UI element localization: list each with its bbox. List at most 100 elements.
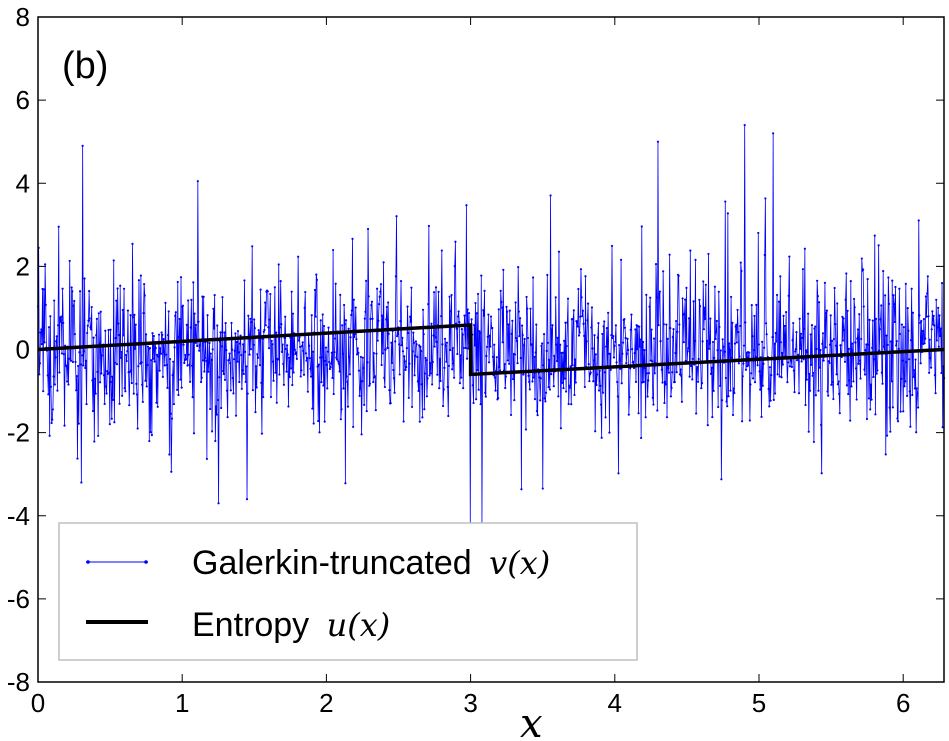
- galerkin-point: [718, 384, 722, 388]
- galerkin-point: [734, 325, 737, 328]
- galerkin-point: [325, 363, 328, 366]
- galerkin-point: [783, 324, 786, 328]
- galerkin-point: [520, 324, 524, 327]
- legend-box: [58, 522, 638, 661]
- galerkin-point: [119, 284, 122, 287]
- galerkin-point: [302, 373, 306, 376]
- galerkin-point: [238, 342, 242, 345]
- galerkin-point: [432, 291, 436, 294]
- galerkin-point: [475, 398, 478, 401]
- galerkin-point: [674, 351, 677, 355]
- galerkin-point: [831, 381, 834, 384]
- galerkin-point: [931, 310, 934, 313]
- galerkin-point: [42, 288, 45, 291]
- galerkin-point: [623, 318, 626, 321]
- galerkin-point: [880, 304, 883, 307]
- galerkin-point: [832, 337, 836, 341]
- galerkin-point: [214, 405, 218, 408]
- galerkin-point: [880, 371, 883, 374]
- galerkin-point: [928, 338, 931, 341]
- galerkin-point: [84, 366, 87, 370]
- galerkin-point: [756, 364, 759, 367]
- galerkin-point: [342, 387, 345, 390]
- galerkin-point: [81, 144, 84, 147]
- galerkin-point: [695, 412, 698, 415]
- galerkin-point: [346, 405, 350, 408]
- galerkin-point: [551, 324, 554, 327]
- galerkin-point: [49, 315, 52, 318]
- galerkin-point: [680, 374, 683, 377]
- galerkin-point: [906, 394, 909, 397]
- galerkin-point: [847, 392, 850, 396]
- galerkin-point: [726, 405, 729, 408]
- galerkin-point: [263, 328, 266, 331]
- galerkin-point: [452, 362, 455, 365]
- galerkin-point: [845, 384, 849, 387]
- galerkin-point: [642, 380, 645, 384]
- galerkin-point: [591, 347, 594, 350]
- galerkin-point: [372, 380, 375, 384]
- galerkin-point: [511, 319, 514, 322]
- galerkin-point: [655, 296, 658, 299]
- galerkin-point: [793, 391, 796, 394]
- galerkin-point: [185, 323, 188, 327]
- galerkin-point: [654, 263, 658, 266]
- galerkin-point: [443, 337, 447, 341]
- galerkin-point: [795, 331, 798, 334]
- galerkin-point: [546, 273, 549, 277]
- galerkin-point: [667, 367, 670, 370]
- galerkin-point: [253, 318, 256, 321]
- galerkin-point: [803, 247, 806, 250]
- galerkin-point: [429, 361, 432, 365]
- galerkin-point: [723, 350, 726, 353]
- galerkin-point: [597, 322, 600, 325]
- galerkin-point: [417, 389, 420, 393]
- galerkin-series-line: [36, 123, 946, 526]
- galerkin-point: [519, 317, 522, 320]
- galerkin-point: [689, 364, 693, 368]
- galerkin-point: [616, 380, 619, 384]
- galerkin-point: [212, 327, 216, 330]
- galerkin-point: [841, 339, 845, 342]
- galerkin-point: [567, 402, 570, 406]
- galerkin-point: [401, 336, 404, 339]
- galerkin-point: [543, 397, 546, 400]
- galerkin-point: [455, 327, 458, 330]
- galerkin-point: [198, 349, 201, 352]
- galerkin-point: [709, 372, 713, 375]
- galerkin-point: [470, 318, 473, 321]
- galerkin-point: [933, 373, 937, 377]
- galerkin-point: [464, 328, 467, 331]
- galerkin-point: [773, 342, 776, 345]
- galerkin-point: [716, 349, 719, 352]
- galerkin-point: [555, 343, 558, 346]
- galerkin-point: [874, 413, 877, 416]
- y-tick-label: -2: [7, 418, 30, 448]
- galerkin-point: [389, 402, 392, 405]
- galerkin-point: [79, 363, 82, 366]
- galerkin-point: [316, 365, 319, 368]
- galerkin-point: [788, 255, 791, 258]
- legend-entropy-label: Entropy u(x): [192, 606, 390, 644]
- galerkin-point: [739, 261, 742, 264]
- galerkin-point: [918, 314, 921, 317]
- galerkin-point: [69, 357, 72, 360]
- galerkin-point: [209, 352, 212, 355]
- galerkin-point: [648, 305, 651, 308]
- galerkin-point: [139, 274, 142, 277]
- galerkin-point: [897, 347, 900, 350]
- galerkin-point: [453, 264, 456, 268]
- galerkin-point: [102, 374, 106, 377]
- galerkin-point: [60, 352, 64, 355]
- galerkin-point: [465, 204, 468, 207]
- galerkin-point: [172, 360, 175, 363]
- galerkin-point: [781, 363, 784, 366]
- galerkin-point: [68, 259, 71, 263]
- galerkin-point: [337, 362, 341, 365]
- galerkin-point: [691, 357, 695, 361]
- galerkin-point: [148, 439, 151, 443]
- galerkin-point: [816, 295, 819, 298]
- galerkin-point: [104, 329, 107, 332]
- galerkin-point: [426, 377, 429, 380]
- galerkin-point: [717, 405, 720, 409]
